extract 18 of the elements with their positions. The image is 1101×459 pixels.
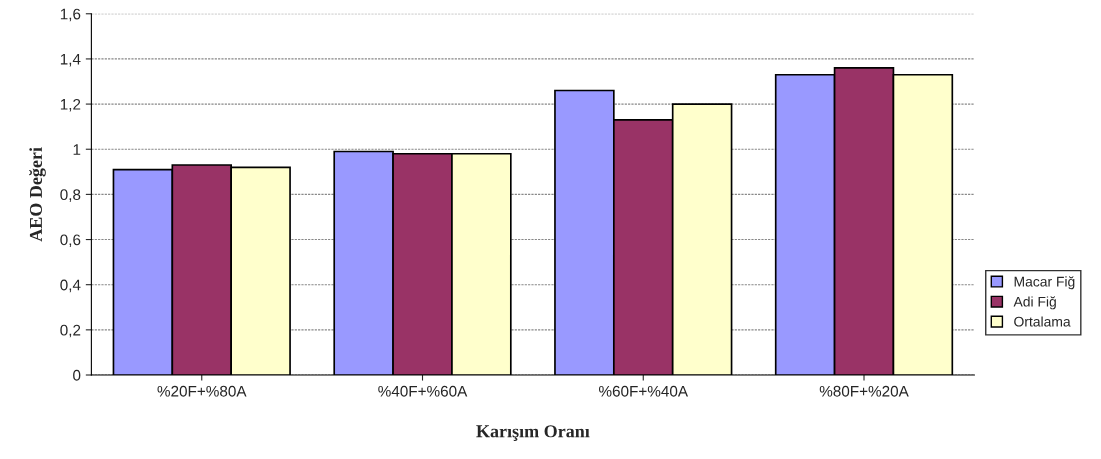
y-tick-label: 1,4 [60, 53, 81, 67]
x-tick-label: %20F+%80A [157, 385, 247, 397]
x-tick-label: %60F+%40A [599, 385, 689, 397]
y-tick-label: 1 [73, 144, 81, 155]
y-tick-label: 1,6 [60, 8, 81, 22]
y-tick-label: 0 [73, 369, 81, 381]
legend-label: Adi Fiğ [1013, 296, 1056, 310]
x-tick-label: %80F+%20A [819, 385, 909, 397]
y-tick-label: 0,4 [60, 279, 81, 293]
x-tick-label: %40F+%60A [378, 385, 468, 397]
legend-label: Macar Fiğ [1014, 276, 1075, 290]
y-axis-title: AEO Değeri [29, 147, 46, 242]
y-tick-label: 0,8 [60, 189, 81, 202]
legend-label: Ortalama [1014, 316, 1071, 327]
y-tick-label: 1,2 [60, 98, 81, 112]
x-axis-title: Karışım Oranı [476, 425, 590, 441]
y-tick-label: 0,2 [60, 324, 81, 338]
y-tick-label: 0,6 [60, 234, 81, 248]
